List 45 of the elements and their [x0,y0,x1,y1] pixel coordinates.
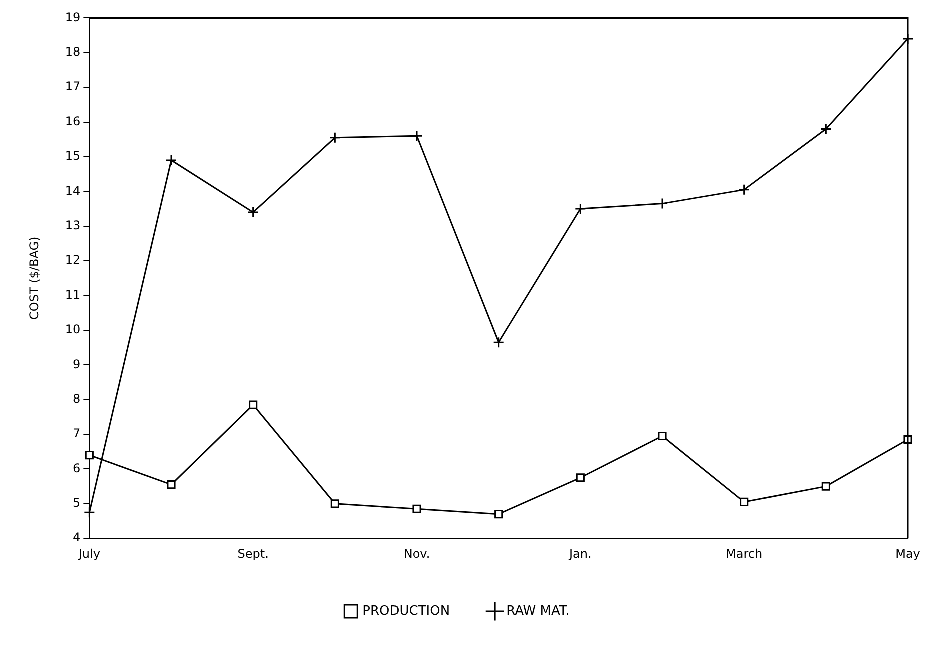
point [249,400,258,410]
point [85,451,94,460]
y-tick-label: 7 [73,426,81,441]
x-tick-label: March [726,546,763,561]
point [412,504,422,514]
point [740,498,749,506]
legend-label: PRODUCTION [362,604,450,619]
y-axis-title: COST ($/BAG) [27,236,42,320]
point [822,482,830,491]
y-tick-label: 11 [65,288,81,302]
point [494,510,504,519]
y-tick-label: 4 [73,530,81,545]
point [656,198,668,210]
y-tick-label: 13 [65,218,81,232]
y-tick-label: 9 [73,357,81,372]
legend-label: RAW MAT. [506,604,570,619]
point [329,132,341,144]
point [658,432,667,441]
y-tick-label: 14 [65,184,81,198]
point [167,480,176,490]
point [820,123,832,135]
x-tick-label: Jan. [568,546,592,561]
point [574,203,586,215]
x-tick-label: May [896,546,920,561]
point [411,130,423,142]
point [738,184,750,196]
y-tick-label: 10 [65,322,81,337]
point [493,336,505,348]
y-tick-label: 17 [65,80,81,94]
x-tick-label: Nov. [404,546,430,561]
point [330,500,340,508]
point [84,506,96,518]
y-tick-label: 6 [73,461,81,476]
y-tick-label: 15 [65,149,81,164]
y-tick-label: 8 [73,392,81,406]
x-tick-label: Sept. [238,546,269,561]
y-tick-label: 16 [65,114,81,128]
y-tick-label: 18 [65,45,81,60]
x-tick-label: July [78,546,100,561]
point [166,154,178,166]
y-tick-label: 5 [73,496,81,510]
point [248,206,260,218]
point [576,474,585,482]
y-tick-label: 19 [65,10,81,24]
y-tick-label: 12 [65,253,81,268]
